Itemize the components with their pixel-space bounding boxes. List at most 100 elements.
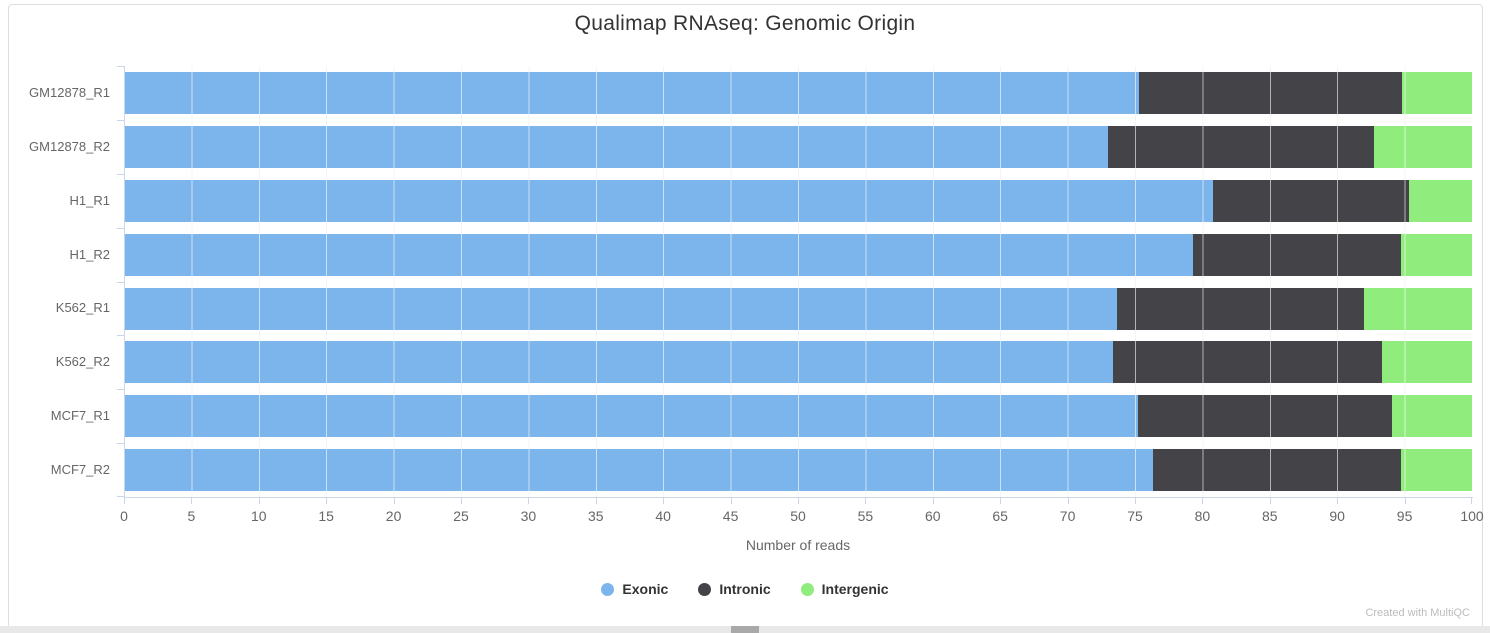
- category-axis-tick: [117, 335, 124, 336]
- bar-segment-intergenic[interactable]: [1401, 72, 1472, 114]
- value-axis-tick: [1202, 498, 1204, 504]
- category-axis-tick: [117, 66, 124, 67]
- x-tick-label: 85: [1262, 508, 1278, 524]
- category-axis-tick: [117, 282, 124, 283]
- x-tick-label: 55: [857, 508, 874, 524]
- category-axis-line: [124, 66, 125, 497]
- x-tick-label: 5: [187, 508, 196, 524]
- bar-segment-exonic[interactable]: [124, 341, 1114, 384]
- value-axis-tick: [124, 498, 125, 504]
- bar-segment-intronic[interactable]: [1113, 341, 1382, 384]
- x-axis-title: Number of reads: [745, 537, 851, 553]
- category-label: MCF7_R2: [50, 462, 110, 478]
- bar-row: [124, 125, 1472, 168]
- category-label: K562_R1: [55, 300, 110, 316]
- bar-segment-exonic[interactable]: [124, 449, 1153, 492]
- bar-segment-intergenic[interactable]: [1364, 287, 1472, 330]
- x-tick-label: 30: [520, 508, 537, 524]
- legend-color-dot: [800, 582, 814, 596]
- value-axis-line: [124, 497, 1473, 498]
- x-tick-label: 0: [120, 508, 128, 524]
- bar-row: [124, 449, 1472, 492]
- value-axis-tick: [595, 498, 597, 504]
- value-axis-tick: [461, 498, 462, 504]
- value-axis-tick: [932, 498, 934, 504]
- plot-area: [117, 66, 1473, 504]
- x-tick-label: 65: [992, 508, 1008, 524]
- value-axis-tick: [528, 498, 530, 504]
- legend-label: Intronic: [719, 581, 771, 597]
- bar-row: [124, 233, 1472, 276]
- bar-row: [124, 395, 1472, 438]
- x-tick-label: 75: [1127, 508, 1143, 524]
- legend-item-intergenic[interactable]: Intergenic: [800, 581, 889, 597]
- value-axis-tick: [1067, 498, 1069, 504]
- value-axis-tick: [1000, 498, 1002, 504]
- value-axis-tick: [798, 498, 799, 504]
- x-tick-label: 50: [790, 508, 806, 524]
- multiqc-watermark: Created with MultiQC: [1365, 607, 1470, 619]
- bar-segment-exonic[interactable]: [124, 287, 1118, 330]
- bar-row: [124, 72, 1472, 114]
- value-axis-tick: [1337, 498, 1339, 504]
- value-axis-tick: [1471, 498, 1472, 504]
- bar-segment-exonic[interactable]: [124, 395, 1138, 438]
- bar-segment-intergenic[interactable]: [1400, 449, 1472, 492]
- value-axis-tick: [1135, 498, 1136, 504]
- bar-segment-intronic[interactable]: [1152, 449, 1401, 492]
- legend-label: Exonic: [622, 581, 669, 597]
- category-label: K562_R2: [55, 354, 110, 370]
- category-axis-tick: [117, 389, 124, 390]
- bar-segment-intergenic[interactable]: [1373, 125, 1472, 168]
- bar-segment-intronic[interactable]: [1139, 72, 1402, 114]
- legend-label: Intergenic: [821, 581, 889, 597]
- value-axis-tick: [730, 498, 732, 504]
- category-axis-tick: [117, 174, 124, 175]
- bar-segment-intronic[interactable]: [1137, 395, 1393, 438]
- category-axis-tick: [117, 496, 124, 497]
- x-tick-label: 90: [1329, 508, 1345, 524]
- category-axis-tick: [117, 443, 124, 444]
- legend-color-dot: [698, 582, 712, 596]
- bar-segment-intergenic[interactable]: [1392, 395, 1472, 438]
- bar-segment-intronic[interactable]: [1192, 233, 1401, 276]
- legend-color-dot: [601, 582, 615, 596]
- x-tick-label: 35: [588, 508, 604, 524]
- x-tick-label: 45: [722, 508, 739, 524]
- x-tick-label: 20: [385, 508, 402, 524]
- bar-row: [124, 341, 1472, 384]
- bar-segment-intronic[interactable]: [1213, 179, 1409, 222]
- value-axis-tick: [393, 498, 395, 504]
- bar-segment-intergenic[interactable]: [1381, 341, 1472, 384]
- bar-segment-intronic[interactable]: [1108, 125, 1374, 168]
- bar-segment-exonic[interactable]: [124, 72, 1140, 114]
- x-tick-label: 60: [925, 508, 941, 524]
- value-axis-tick: [258, 498, 260, 504]
- chart-title: Qualimap RNAseq: Genomic Origin: [574, 12, 916, 35]
- category-axis-tick: [117, 120, 124, 121]
- category-label: H1_R2: [69, 246, 110, 262]
- value-axis-tick: [865, 498, 867, 504]
- x-tick-label: 10: [251, 508, 267, 524]
- x-tick-label: 15: [318, 508, 334, 524]
- category-axis-tick: [117, 228, 124, 229]
- bar-segment-exonic[interactable]: [124, 179, 1214, 222]
- value-axis-tick: [663, 498, 665, 504]
- bar-row: [124, 287, 1472, 330]
- x-tick-label: 80: [1194, 508, 1211, 524]
- horizontal-scrollbar-thumb[interactable]: [731, 626, 759, 633]
- bar-segment-exonic[interactable]: [124, 125, 1109, 168]
- category-label: MCF7_R1: [50, 408, 110, 424]
- category-label: GM12878_R2: [29, 138, 110, 154]
- legend-item-intronic[interactable]: Intronic: [698, 581, 771, 597]
- x-tick-label: 40: [655, 508, 671, 524]
- bar-segment-intergenic[interactable]: [1408, 179, 1472, 222]
- x-tick-label: 70: [1059, 508, 1076, 524]
- legend-item-exonic[interactable]: Exonic: [601, 581, 668, 597]
- x-tick-label: 95: [1396, 508, 1413, 524]
- bar-segment-intergenic[interactable]: [1400, 233, 1472, 276]
- horizontal-scrollbar-track[interactable]: [0, 626, 1490, 633]
- bar-segment-intronic[interactable]: [1117, 287, 1365, 330]
- bar-segment-exonic[interactable]: [124, 233, 1193, 276]
